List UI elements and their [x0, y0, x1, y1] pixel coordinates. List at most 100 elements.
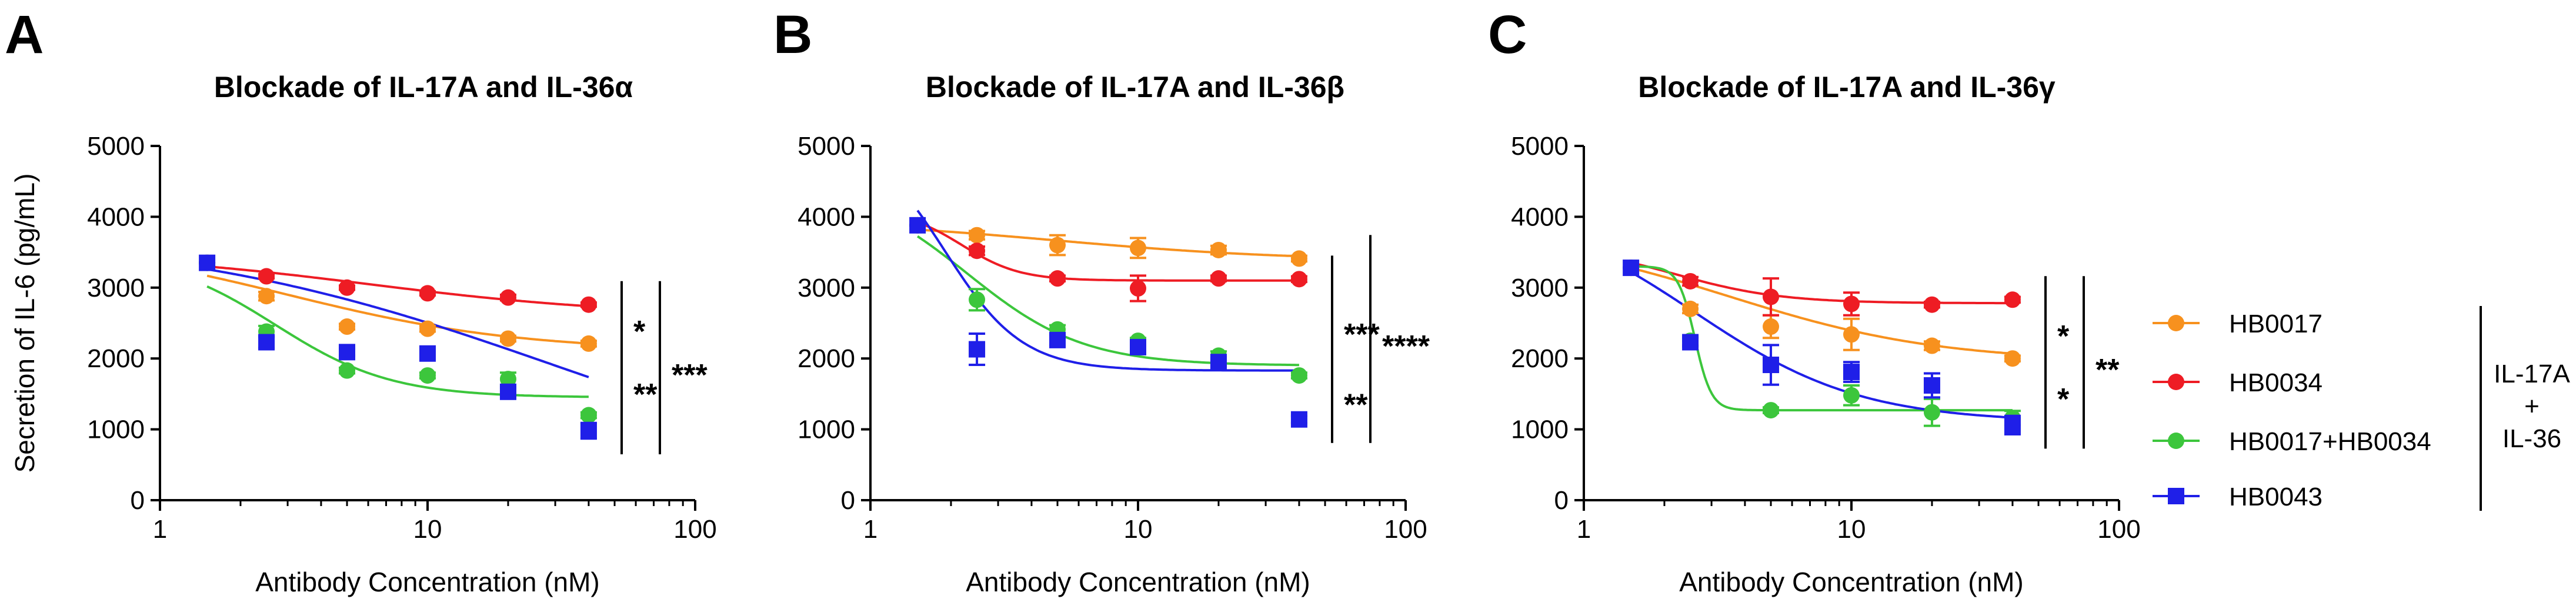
- legend-item-hb0017: HB0017: [2153, 310, 2323, 338]
- y-tick-label: 1000: [1511, 415, 1569, 444]
- x-tick-label: 100: [1384, 515, 1427, 544]
- y-tick-label: 3000: [87, 274, 145, 302]
- data-point-hb0017: [499, 330, 516, 347]
- x-axis-label: Antibody Concentration (nM): [255, 567, 600, 597]
- legend-group-line2: +: [2524, 392, 2540, 421]
- x-tick-label: 1: [1577, 515, 1591, 544]
- significance-label-1: ***: [1344, 318, 1380, 352]
- data-point-hb0043: [1290, 411, 1307, 428]
- legend-marker-hb0034: [2168, 374, 2184, 390]
- data-point-hb0034: [1843, 295, 1860, 312]
- data-point-hb0043: [2004, 417, 2021, 434]
- data-point-hb0017-hb0034: [1763, 402, 1780, 419]
- significance-label-2: *: [2057, 382, 2070, 417]
- data-point-hb0034: [1210, 270, 1227, 287]
- x-tick-label: 10: [1124, 515, 1153, 544]
- panel-letter: B: [773, 5, 812, 65]
- data-point-hb0043: [1923, 377, 1940, 394]
- legend-group-line3: IL-36: [2502, 424, 2561, 453]
- y-tick-label: 1000: [798, 415, 855, 444]
- data-point-hb0043: [1049, 331, 1066, 348]
- x-tick-label: 100: [673, 515, 716, 544]
- data-point-hb0017-hb0034: [339, 362, 356, 379]
- x-tick-label: 1: [153, 515, 167, 544]
- significance-label-1: *: [2057, 320, 2070, 354]
- y-tick-label: 4000: [798, 202, 855, 231]
- data-point-hb0034: [969, 242, 986, 260]
- legend-item-hb0043: HB0043: [2153, 483, 2323, 511]
- legend-marker-hb0017-hb0034: [2168, 433, 2184, 449]
- data-point-hb0017: [969, 227, 986, 244]
- data-point-hb0034: [580, 296, 597, 313]
- data-point-hb0043: [1210, 354, 1227, 371]
- data-point-hb0017: [1049, 237, 1066, 254]
- data-point-hb0034: [419, 285, 436, 302]
- y-axis-label: Secretion of IL-6 (pg/mL): [9, 174, 40, 473]
- significance-label-3: ***: [672, 358, 708, 393]
- data-point-hb0043: [1763, 357, 1780, 374]
- chart-title: Blockade of IL-17A and IL-36γ: [1638, 71, 2056, 104]
- panel-b: B Blockade of IL-17A and IL-36β 0 1000 2000 3…: [773, 5, 1430, 597]
- panel-a: A Blockade of IL-17A and IL-36α 0 1000 2000 3…: [5, 5, 717, 597]
- x-tick-label: 10: [1837, 515, 1866, 544]
- data-point-hb0043: [199, 254, 216, 271]
- y-tick-label: 0: [841, 486, 855, 515]
- data-point-hb0034: [1923, 296, 1940, 313]
- data-point-hb0017: [1210, 241, 1227, 258]
- data-point-hb0017: [2004, 350, 2021, 367]
- data-point-hb0017: [1843, 326, 1860, 343]
- data-point-hb0034: [339, 279, 356, 296]
- fit-curve-hb0043: [206, 268, 589, 378]
- data-point-hb0043: [1843, 364, 1860, 381]
- data-point-hb0017-hb0034: [580, 407, 597, 424]
- data-point-hb0043: [909, 217, 926, 234]
- data-point-hb0017-hb0034: [419, 367, 436, 384]
- x-tick-label: 100: [2097, 515, 2140, 544]
- data-point-hb0043: [1682, 334, 1699, 351]
- data-point-hb0017: [580, 335, 597, 352]
- legend-item-hb0017-hb0034: HB0017+HB0034: [2153, 427, 2431, 456]
- data-point-hb0043: [499, 383, 516, 400]
- legend: HB0017 HB0034 HB0017+HB0034 HB0043 IL-17…: [2153, 306, 2570, 511]
- legend-label-hb0034: HB0034: [2229, 368, 2323, 397]
- panel-letter: C: [1488, 5, 1527, 65]
- data-point-hb0034: [2004, 291, 2021, 308]
- significance-label-1: *: [633, 315, 646, 349]
- chart-title: Blockade of IL-17A and IL-36β: [926, 71, 1344, 104]
- y-tick-label: 5000: [798, 132, 855, 161]
- y-tick-label: 5000: [1511, 132, 1569, 161]
- y-tick-label: 5000: [87, 132, 145, 161]
- fit-curve-hb0017-hb0034: [917, 235, 1299, 367]
- data-point-hb0034: [499, 289, 516, 306]
- legend-group-line1: IL-17A: [2494, 360, 2570, 388]
- significance-label-2: **: [1344, 388, 1368, 422]
- y-tick-label: 4000: [87, 202, 145, 231]
- y-tick-label: 2000: [798, 344, 855, 373]
- data-point-hb0034: [1682, 272, 1699, 290]
- data-point-hb0017: [419, 320, 436, 337]
- data-point-hb0017: [1290, 250, 1307, 267]
- y-tick-label: 2000: [87, 344, 145, 373]
- y-tick-label: 2000: [1511, 344, 1569, 373]
- data-point-hb0017: [1682, 300, 1699, 317]
- data-point-hb0017: [339, 318, 356, 335]
- data-point-hb0043: [258, 334, 275, 351]
- significance-label-3: **: [2095, 353, 2120, 387]
- y-tick-label: 4000: [1511, 202, 1569, 231]
- data-point-hb0034: [1763, 288, 1780, 305]
- data-point-hb0017-hb0034: [969, 291, 986, 308]
- data-point-hb0043: [1130, 338, 1146, 355]
- fit-curve-hb0017-hb0034: [206, 285, 589, 398]
- data-point-hb0017: [1763, 318, 1780, 335]
- x-tick-label: 10: [413, 515, 442, 544]
- y-tick-label: 0: [131, 486, 145, 515]
- data-point-hb0017-hb0034: [1843, 387, 1860, 404]
- legend-item-hb0034: HB0034: [2153, 368, 2323, 397]
- data-point-hb0017-hb0034: [1290, 367, 1307, 384]
- y-tick-label: 3000: [1511, 274, 1569, 302]
- y-tick-label: 3000: [798, 274, 855, 302]
- legend-marker-hb0043: [2168, 488, 2184, 504]
- chart-title: Blockade of IL-17A and IL-36α: [214, 71, 633, 104]
- x-axis-label: Antibody Concentration (nM): [1679, 567, 2024, 597]
- data-point-hb0043: [969, 341, 986, 358]
